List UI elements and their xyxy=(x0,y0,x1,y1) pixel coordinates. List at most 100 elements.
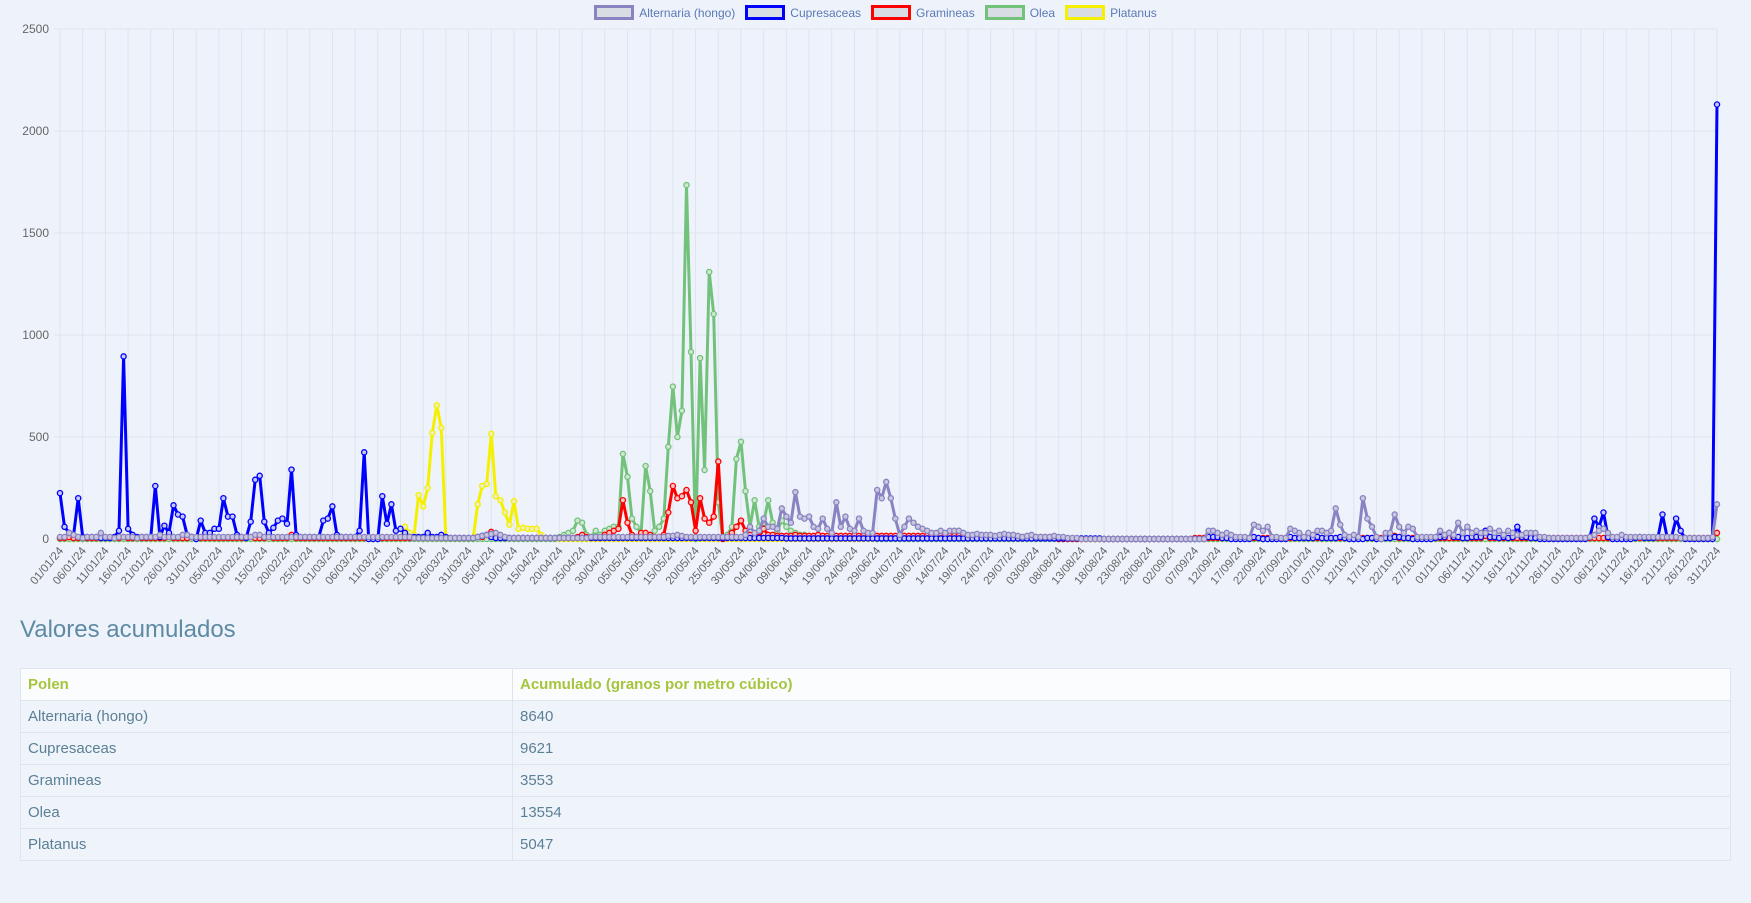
data-point-cupresaceas[interactable] xyxy=(56,489,64,497)
data-point-cupresaceas[interactable] xyxy=(270,524,277,532)
data-point-alternaria-hongo[interactable] xyxy=(778,505,786,512)
data-point-cupresaceas[interactable] xyxy=(1600,509,1607,516)
data-point-cupresaceas[interactable] xyxy=(388,501,395,508)
data-point-alternaria-hongo[interactable] xyxy=(1264,523,1271,531)
data-point-alternaria-hongo[interactable] xyxy=(1450,531,1457,539)
data-point-cupresaceas[interactable] xyxy=(329,503,336,510)
data-point-cupresaceas[interactable] xyxy=(356,527,363,535)
data-point-olea[interactable] xyxy=(633,523,640,531)
data-point-alternaria-hongo[interactable] xyxy=(819,515,826,522)
data-point-gramineas[interactable] xyxy=(701,515,708,522)
data-point-alternaria-hongo[interactable] xyxy=(1355,533,1362,541)
data-point-alternaria-hongo[interactable] xyxy=(1255,523,1262,531)
data-point-alternaria-hongo[interactable] xyxy=(837,523,845,531)
data-point-cupresaceas[interactable] xyxy=(1677,527,1684,535)
data-point-alternaria-hongo[interactable] xyxy=(1368,523,1376,531)
data-point-alternaria-hongo[interactable] xyxy=(760,515,767,522)
data-point-alternaria-hongo[interactable] xyxy=(828,529,836,537)
data-point-platanus[interactable] xyxy=(506,521,513,528)
data-point-cupresaceas[interactable] xyxy=(1514,523,1521,531)
data-point-platanus[interactable] xyxy=(483,480,490,488)
data-point-platanus[interactable] xyxy=(497,496,504,504)
data-point-alternaria-hongo[interactable] xyxy=(892,515,899,522)
data-point-alternaria-hongo[interactable] xyxy=(1246,534,1253,542)
legend-item-gramineas[interactable]: Gramineas xyxy=(871,5,975,20)
data-point-gramineas[interactable] xyxy=(615,525,622,533)
data-point-cupresaceas[interactable] xyxy=(1659,511,1666,518)
data-point-olea[interactable] xyxy=(764,496,772,504)
data-point-alternaria-hongo[interactable] xyxy=(1432,533,1439,541)
data-point-cupresaceas[interactable] xyxy=(1672,515,1680,522)
data-point-cupresaceas[interactable] xyxy=(256,472,263,480)
data-point-cupresaceas[interactable] xyxy=(379,492,386,500)
data-point-alternaria-hongo[interactable] xyxy=(1436,527,1444,535)
data-point-gramineas[interactable] xyxy=(710,513,717,520)
data-point-olea[interactable] xyxy=(624,473,631,481)
data-point-cupresaceas[interactable] xyxy=(120,353,127,360)
data-point-cupresaceas[interactable] xyxy=(1713,101,1721,108)
data-point-olea[interactable] xyxy=(701,466,708,474)
data-point-platanus[interactable] xyxy=(492,492,500,500)
data-point-platanus[interactable] xyxy=(501,509,509,516)
data-point-olea[interactable] xyxy=(733,455,740,463)
data-point-alternaria-hongo[interactable] xyxy=(882,478,890,486)
data-point-olea[interactable] xyxy=(619,450,627,458)
data-point-olea[interactable] xyxy=(751,496,758,504)
legend-item-alternaria[interactable]: Alternaria (hongo) xyxy=(594,5,735,20)
data-point-alternaria-hongo[interactable] xyxy=(792,488,799,496)
data-point-olea[interactable] xyxy=(628,515,636,522)
data-point-platanus[interactable] xyxy=(510,498,518,505)
data-point-platanus[interactable] xyxy=(533,525,540,533)
data-point-gramineas[interactable] xyxy=(665,509,672,516)
data-point-olea[interactable] xyxy=(642,462,649,470)
data-point-cupresaceas[interactable] xyxy=(197,517,204,524)
data-point-alternaria-hongo[interactable] xyxy=(1464,523,1471,531)
data-point-alternaria-hongo[interactable] xyxy=(1359,494,1367,502)
data-point-gramineas[interactable] xyxy=(624,519,631,526)
data-point-alternaria-hongo[interactable] xyxy=(851,527,858,535)
data-point-alternaria-hongo[interactable] xyxy=(1495,527,1503,535)
data-point-alternaria-hongo[interactable] xyxy=(746,523,754,531)
data-point-olea[interactable] xyxy=(696,354,704,362)
data-point-cupresaceas[interactable] xyxy=(288,466,295,473)
data-point-alternaria-hongo[interactable] xyxy=(901,523,908,531)
data-point-olea[interactable] xyxy=(592,527,599,535)
data-point-platanus[interactable] xyxy=(429,429,436,437)
data-point-alternaria-hongo[interactable] xyxy=(1709,533,1716,541)
data-point-olea[interactable] xyxy=(655,523,663,531)
data-point-alternaria-hongo[interactable] xyxy=(1300,533,1308,541)
data-point-alternaria-hongo[interactable] xyxy=(1500,531,1507,539)
data-point-alternaria-hongo[interactable] xyxy=(873,486,881,494)
data-point-gramineas[interactable] xyxy=(692,527,699,535)
data-point-cupresaceas[interactable] xyxy=(74,494,82,502)
data-point-cupresaceas[interactable] xyxy=(279,515,286,522)
data-point-alternaria-hongo[interactable] xyxy=(1482,529,1489,537)
data-point-alternaria-hongo[interactable] xyxy=(742,531,749,539)
data-point-olea[interactable] xyxy=(674,433,681,441)
data-point-alternaria-hongo[interactable] xyxy=(1604,529,1612,537)
data-point-alternaria-hongo[interactable] xyxy=(842,513,849,520)
data-point-cupresaceas[interactable] xyxy=(61,523,68,531)
legend-item-cupresaceas[interactable]: Cupresaceas xyxy=(745,5,861,20)
data-point-gramineas[interactable] xyxy=(696,494,704,502)
data-point-cupresaceas[interactable] xyxy=(115,527,123,535)
data-point-alternaria-hongo[interactable] xyxy=(878,494,885,502)
data-point-cupresaceas[interactable] xyxy=(215,525,223,533)
data-point-platanus[interactable] xyxy=(419,503,427,510)
data-point-cupresaceas[interactable] xyxy=(247,518,254,525)
data-point-alternaria-hongo[interactable] xyxy=(896,531,904,539)
data-point-olea[interactable] xyxy=(578,519,586,526)
data-point-alternaria-hongo[interactable] xyxy=(1332,505,1339,512)
data-point-alternaria-hongo[interactable] xyxy=(1282,534,1289,542)
data-point-alternaria-hongo[interactable] xyxy=(1713,501,1721,508)
data-point-alternaria-hongo[interactable] xyxy=(1259,527,1267,535)
data-point-alternaria-hongo[interactable] xyxy=(805,513,813,520)
data-point-alternaria-hongo[interactable] xyxy=(1296,529,1303,537)
data-point-alternaria-hongo[interactable] xyxy=(1386,529,1394,537)
data-point-cupresaceas[interactable] xyxy=(161,522,168,529)
data-point-alternaria-hongo[interactable] xyxy=(910,519,917,526)
data-point-alternaria-hongo[interactable] xyxy=(1391,511,1398,518)
data-point-alternaria-hongo[interactable] xyxy=(787,519,795,526)
data-point-cupresaceas[interactable] xyxy=(397,525,404,533)
data-point-alternaria-hongo[interactable] xyxy=(783,513,790,520)
